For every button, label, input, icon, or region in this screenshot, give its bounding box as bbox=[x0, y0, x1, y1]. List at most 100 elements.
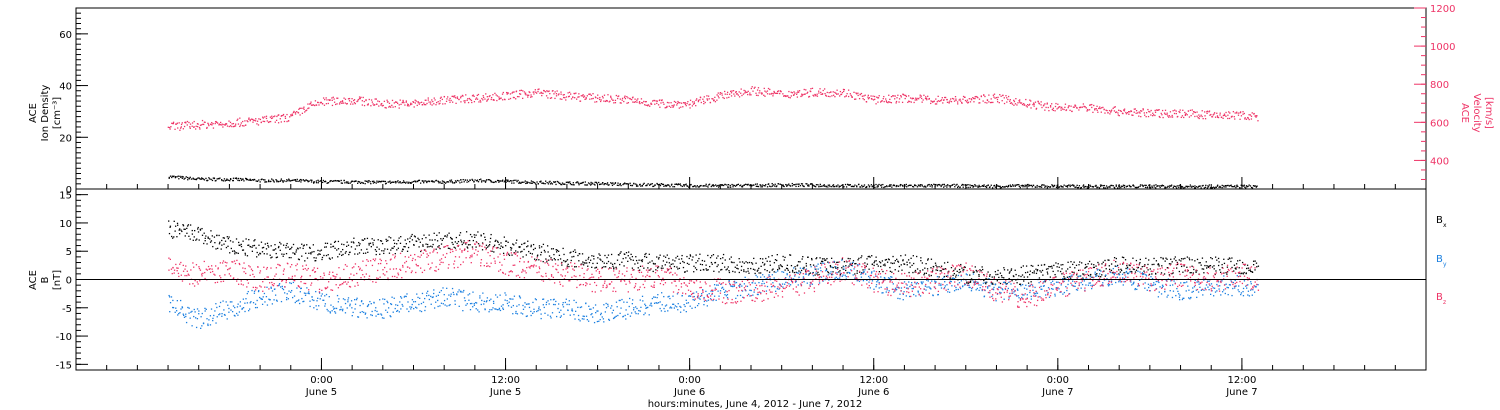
density-point bbox=[1139, 185, 1141, 188]
bx-point bbox=[686, 270, 688, 272]
velocity-point bbox=[452, 101, 454, 103]
bx-point bbox=[1182, 258, 1184, 260]
by-point bbox=[430, 295, 432, 298]
bx-point bbox=[893, 262, 895, 264]
bx-point bbox=[292, 243, 295, 246]
velocity-point bbox=[270, 117, 273, 120]
bx-point bbox=[786, 268, 789, 270]
density-point bbox=[746, 183, 748, 186]
density-point bbox=[824, 185, 826, 187]
density-point bbox=[264, 179, 266, 181]
bx-point bbox=[1227, 258, 1229, 260]
density-point bbox=[258, 179, 260, 181]
velocity-point bbox=[812, 94, 814, 96]
by-point bbox=[177, 314, 179, 316]
by-point bbox=[583, 318, 585, 320]
bx-point bbox=[769, 264, 771, 266]
bx-point bbox=[1085, 266, 1087, 269]
density-point bbox=[533, 181, 535, 184]
bx-point bbox=[392, 247, 394, 249]
density-point bbox=[1242, 185, 1244, 187]
by-point bbox=[410, 306, 413, 308]
bx-point bbox=[754, 272, 756, 275]
velocity-point bbox=[1179, 111, 1181, 114]
density-point bbox=[653, 185, 655, 187]
by-point bbox=[568, 303, 570, 306]
velocity-point bbox=[919, 94, 921, 96]
bx-point bbox=[851, 262, 853, 264]
bx-point bbox=[861, 255, 863, 257]
by-point bbox=[847, 271, 849, 274]
bx-point bbox=[328, 257, 331, 259]
velocity-point bbox=[907, 101, 909, 104]
density-point bbox=[472, 179, 474, 182]
velocity-point bbox=[297, 112, 300, 114]
velocity-point bbox=[1011, 103, 1014, 105]
by-point bbox=[739, 283, 742, 286]
by-point bbox=[836, 267, 838, 270]
velocity-point bbox=[1173, 112, 1176, 115]
velocity-point bbox=[1213, 112, 1216, 114]
by-point bbox=[251, 289, 253, 292]
bx-point bbox=[954, 268, 956, 270]
by-point bbox=[825, 270, 827, 272]
bx-point bbox=[532, 248, 535, 251]
velocity-point bbox=[738, 96, 741, 98]
bx-point bbox=[572, 250, 575, 253]
density-point bbox=[755, 185, 757, 187]
by-point bbox=[693, 299, 696, 301]
by-point bbox=[649, 304, 651, 307]
velocity-point bbox=[699, 96, 702, 99]
density-point bbox=[861, 184, 863, 187]
bx-point bbox=[755, 262, 757, 264]
by-point bbox=[170, 296, 173, 298]
by-point bbox=[172, 306, 175, 309]
by-point bbox=[402, 305, 404, 307]
bx-point bbox=[320, 249, 323, 251]
by-point bbox=[777, 270, 779, 272]
bx-point bbox=[1079, 261, 1081, 263]
by-point bbox=[688, 295, 690, 297]
velocity-point bbox=[619, 98, 621, 100]
bx-point bbox=[578, 260, 580, 262]
bx-point bbox=[772, 268, 774, 270]
bx-point bbox=[912, 255, 914, 257]
bx-point bbox=[463, 240, 465, 242]
by-point bbox=[686, 302, 688, 304]
velocity-point bbox=[723, 97, 725, 100]
density-point bbox=[193, 178, 195, 180]
bx-point bbox=[177, 224, 179, 226]
bx-point bbox=[979, 269, 981, 271]
by-point bbox=[377, 313, 379, 316]
density-point bbox=[466, 179, 468, 181]
bx-point bbox=[613, 268, 615, 270]
velocity-point bbox=[1157, 109, 1159, 111]
bx-point bbox=[341, 254, 343, 257]
velocity-point bbox=[495, 94, 497, 96]
by-point bbox=[656, 302, 658, 304]
density-point bbox=[340, 179, 342, 182]
density-point bbox=[560, 183, 562, 186]
by-point bbox=[383, 317, 385, 319]
bx-point bbox=[519, 246, 521, 249]
density-point bbox=[1181, 186, 1184, 188]
density-point bbox=[926, 185, 929, 187]
bx-point bbox=[1070, 277, 1072, 279]
velocity-point bbox=[760, 92, 762, 94]
density-point bbox=[561, 183, 563, 186]
density-point bbox=[1004, 186, 1006, 188]
by-point bbox=[833, 260, 835, 263]
density-point bbox=[694, 185, 696, 187]
velocity-point bbox=[415, 100, 417, 102]
bx-point bbox=[758, 272, 760, 274]
by-point bbox=[899, 293, 901, 295]
density-point bbox=[1198, 185, 1200, 188]
density-point bbox=[871, 186, 873, 188]
velocity-point bbox=[629, 98, 632, 100]
bx-point bbox=[753, 257, 755, 260]
bx-point bbox=[1049, 266, 1051, 268]
velocity-point bbox=[175, 123, 177, 125]
density-point bbox=[1144, 186, 1147, 189]
bx-point bbox=[703, 260, 706, 262]
bx-point bbox=[553, 253, 555, 256]
